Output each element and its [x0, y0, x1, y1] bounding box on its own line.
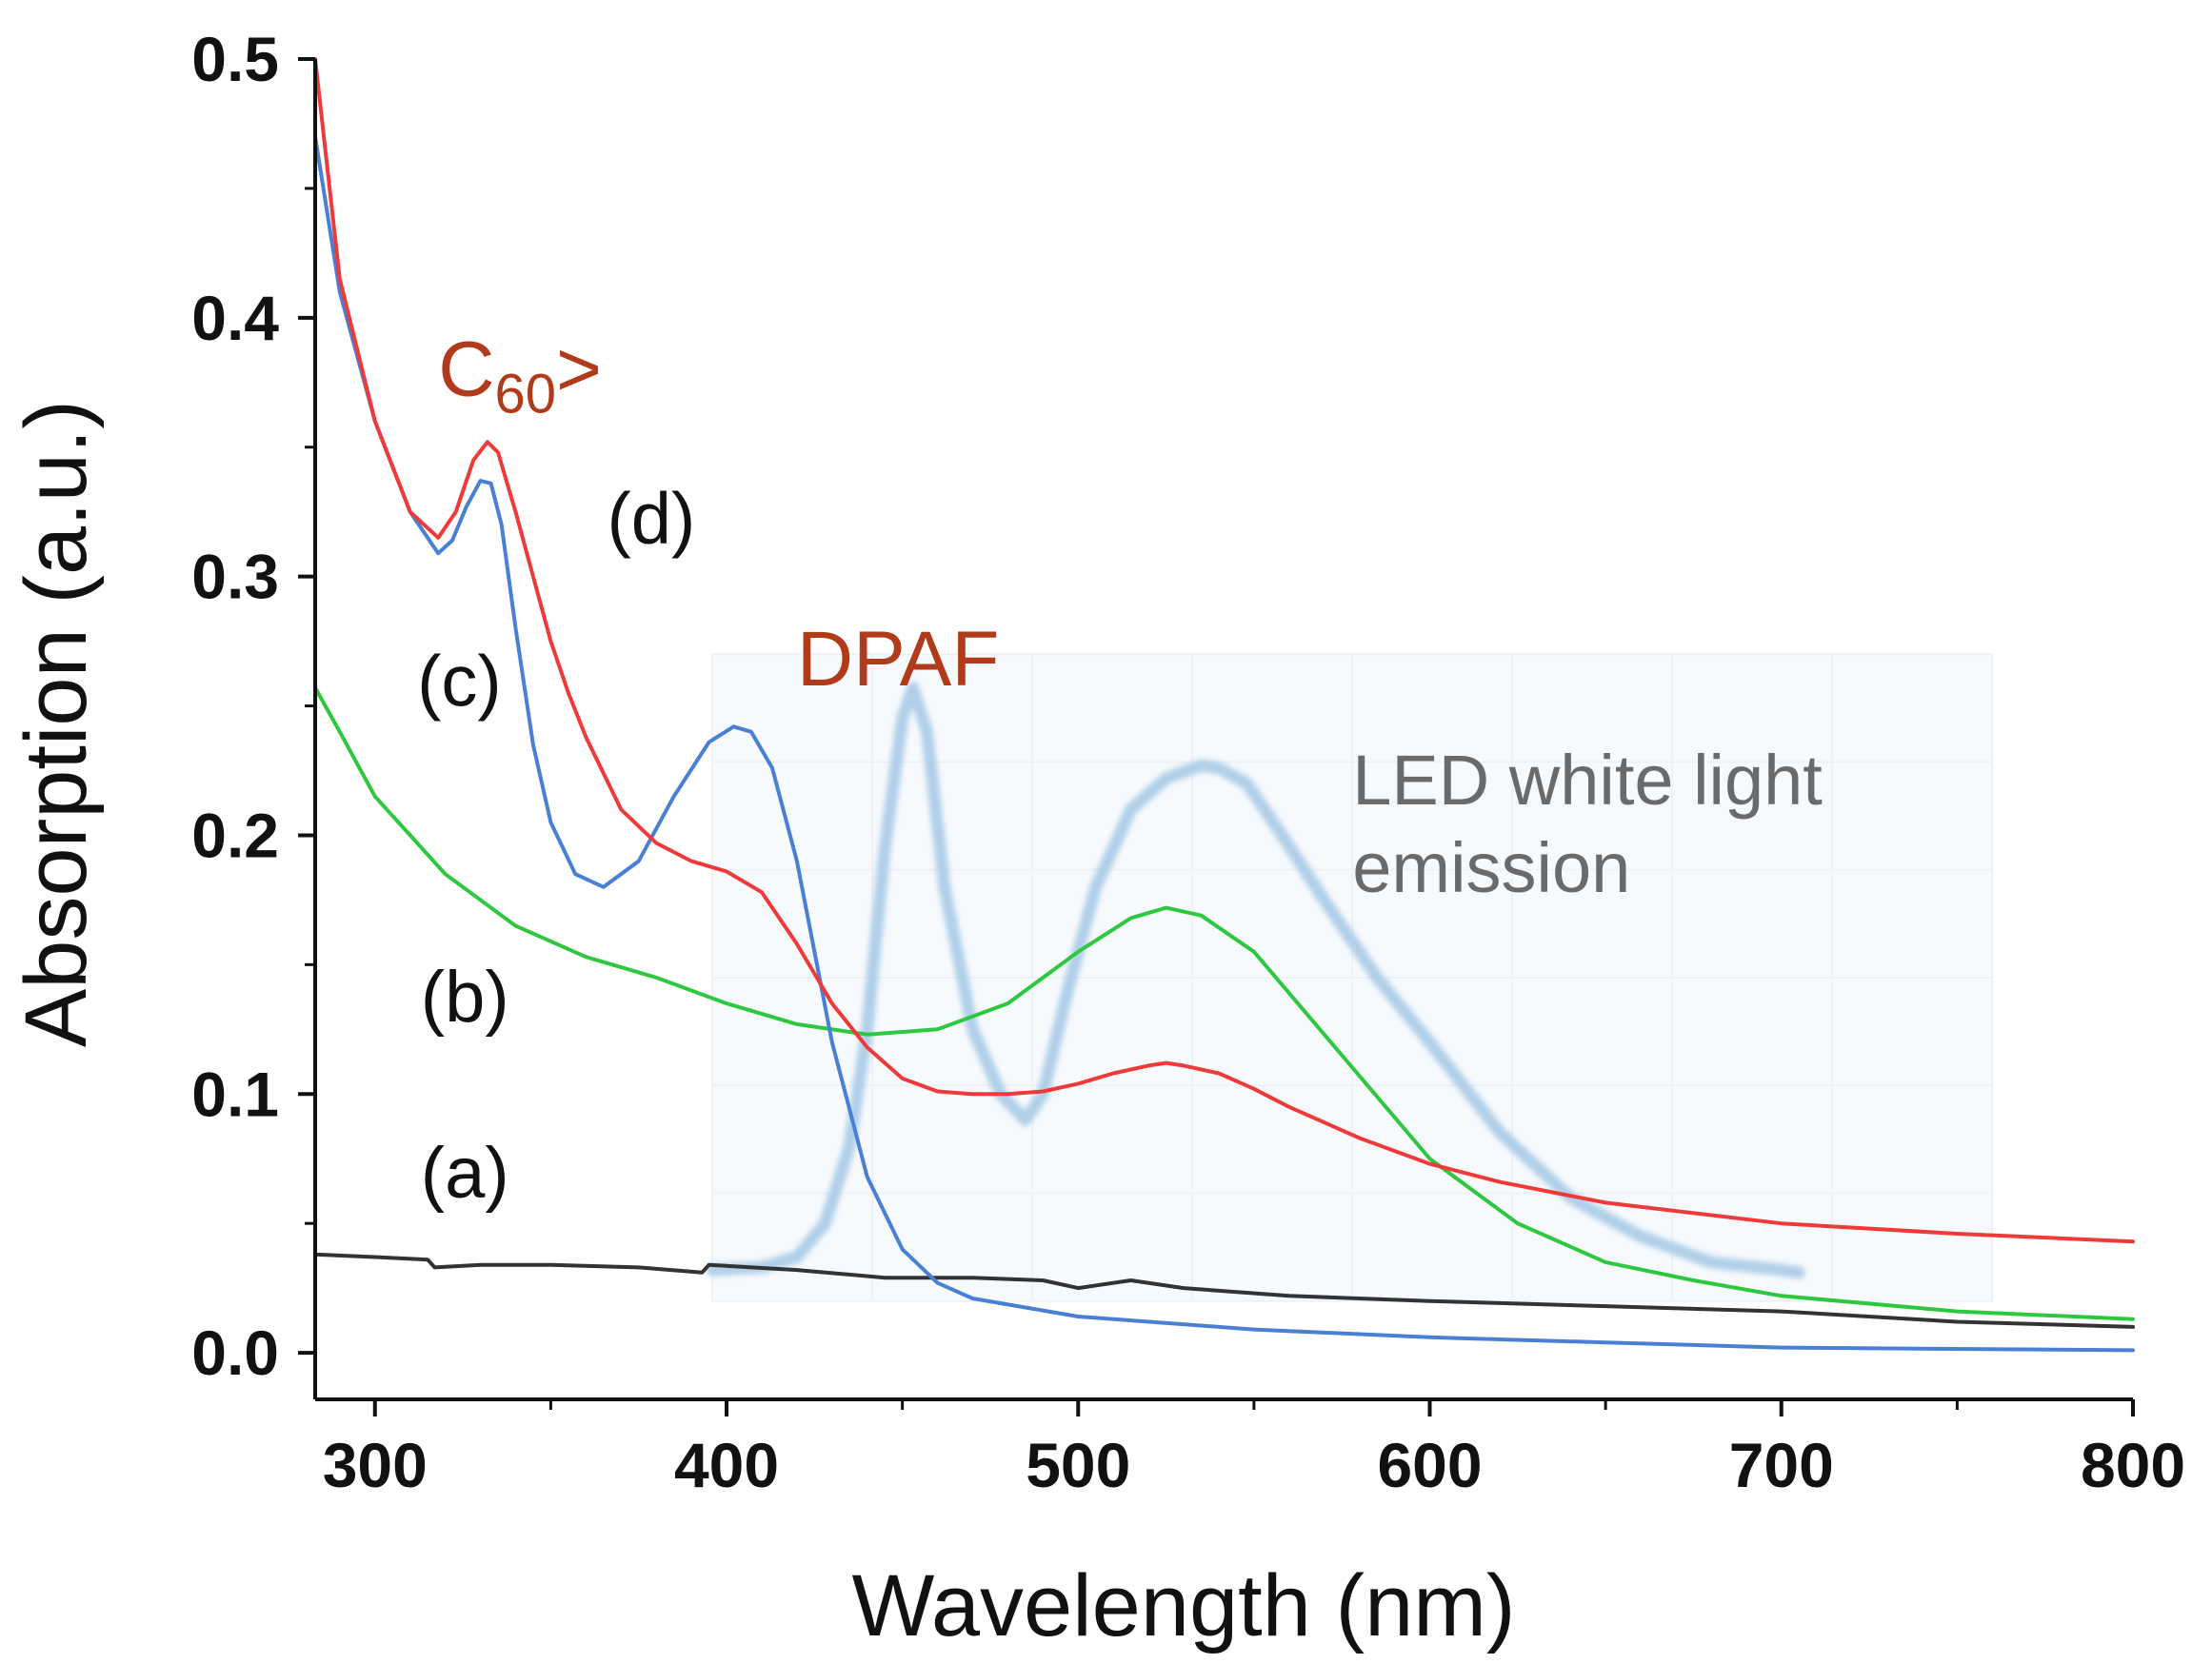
series-a-line — [313, 1252, 2135, 1329]
axes — [313, 59, 2133, 1401]
x-tick-label: 500 — [1026, 1430, 1130, 1500]
label-led-line2: emission — [1352, 828, 1630, 907]
label-d: (d) — [607, 478, 695, 559]
label-a: (a) — [421, 1133, 509, 1214]
label-led-line1: LED white light — [1352, 741, 1823, 820]
label-c60-tail: > — [556, 326, 602, 412]
label-c60-subscript: 60 — [494, 363, 556, 425]
x-axis-title: Wavelength (nm) — [851, 1557, 1515, 1654]
x-tick-label: 700 — [1729, 1430, 1834, 1500]
label-c60: C60> — [438, 326, 602, 425]
y-axis-title: Absorption (a.u.) — [8, 400, 105, 1047]
y-tick-label: 0.0 — [191, 1317, 279, 1388]
label-dpaf: DPAF — [797, 616, 1000, 703]
x-tick-label: 600 — [1377, 1430, 1482, 1500]
series-c-line — [313, 134, 2135, 1353]
annotations: (a) (b) (c) (d) DPAF C60> LED white ligh… — [417, 326, 1823, 1214]
x-tick-label: 800 — [2081, 1430, 2185, 1500]
x-tick-label: 400 — [674, 1430, 779, 1500]
label-c60-main: C — [438, 326, 494, 412]
y-tick-label: 0.2 — [191, 800, 279, 870]
series-d-line — [313, 57, 2135, 1244]
series-b-line — [313, 685, 2135, 1321]
label-c: (c) — [417, 642, 502, 723]
y-tick-label: 0.3 — [191, 542, 279, 612]
y-tick-label: 0.4 — [191, 283, 279, 353]
label-b: (b) — [421, 957, 509, 1038]
ticks: 300 400 500 600 700 800 0.0 0.1 0.2 0.3 0.4 0.5 — [191, 24, 2185, 1500]
series-led-emission-line — [706, 682, 1805, 1279]
y-tick-label: 0.1 — [191, 1059, 279, 1129]
series-layer — [313, 57, 2135, 1353]
x-tick-label: 300 — [323, 1430, 428, 1500]
y-tick-label: 0.5 — [191, 24, 279, 94]
